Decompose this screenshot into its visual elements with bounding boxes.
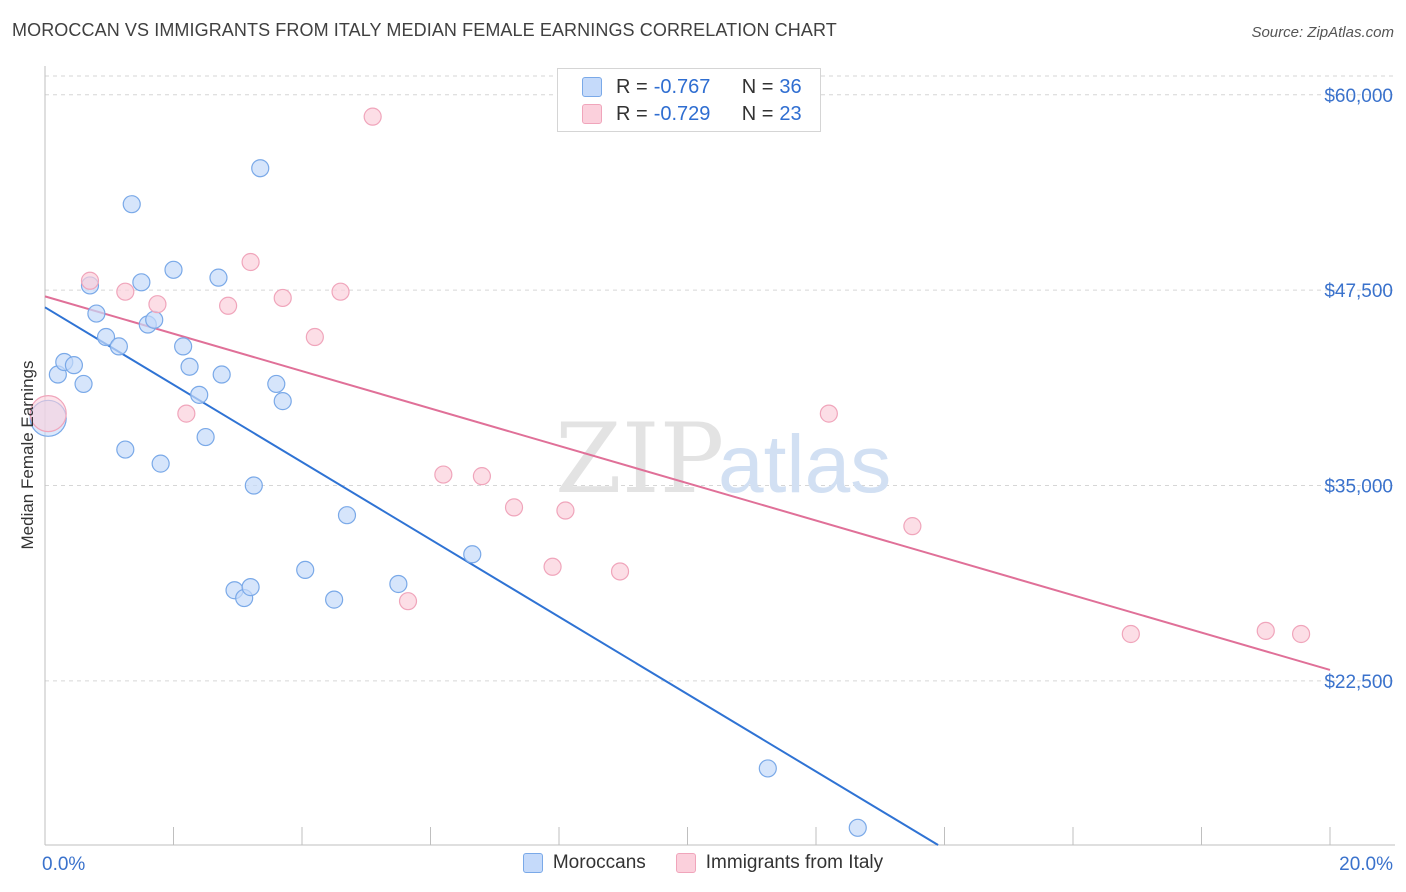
data-point-series0-13 (145, 310, 164, 329)
data-point-series0-7 (96, 327, 116, 347)
legend-swatch-moroccans (522, 853, 543, 873)
y-axis-label: Median Female Earnings (18, 360, 37, 550)
data-point-series0-15 (164, 260, 183, 279)
x-tick-label-min: 0.0% (42, 854, 85, 875)
y-tick-label-3: $60,000 (1324, 86, 1393, 107)
data-point-series0-16 (174, 337, 193, 356)
data-point-series0-32 (389, 574, 408, 594)
r-label: R = (616, 75, 648, 98)
data-point-series0-31 (337, 506, 357, 525)
data-point-series1-11 (398, 592, 418, 611)
r-value: -0.767 (653, 75, 711, 98)
data-point-series1-6 (241, 252, 260, 272)
data-point-series1-16 (556, 501, 575, 520)
trend-line-series1 (44, 295, 1331, 671)
watermark-atlas: atlas (718, 419, 891, 510)
data-point-series1-3 (148, 295, 167, 314)
data-point-series1-19 (903, 517, 922, 536)
data-point-series0-6 (87, 304, 106, 323)
trend-lines (44, 295, 1331, 846)
stats-row-italy: R = -0.729 N = 23 (558, 101, 802, 127)
stats-row-moroccans: R = -0.767 N = 36 (558, 74, 802, 100)
data-point-series1-5 (219, 296, 238, 315)
legend: Moroccans Immigrants from Italy (0, 852, 1406, 874)
data-point-series0-33 (463, 545, 482, 564)
data-point-series0-10 (122, 195, 141, 214)
watermark: ZIP atlas (555, 403, 891, 515)
data-point-series0-17 (180, 357, 199, 376)
stats-box: R = -0.767 N = 36 R = -0.729 N = 23 (557, 68, 821, 132)
legend-item-moroccans: Moroccans (522, 852, 646, 874)
data-point-series0-27 (267, 374, 286, 394)
legend-item-italy: Immigrants from Italy (675, 852, 884, 874)
data-point-series1-22 (1291, 624, 1311, 644)
moroccans-swatch (582, 77, 602, 97)
data-point-series1-17 (610, 562, 630, 581)
y-tick-label-2: $47,500 (1324, 281, 1393, 302)
data-point-series0-9 (116, 440, 135, 459)
data-point-series1-4 (177, 404, 196, 423)
data-point-series0-8 (109, 337, 128, 356)
data-point-series1-7 (273, 288, 292, 308)
legend-swatch-italy (675, 853, 696, 873)
data-point-series0-30 (325, 590, 344, 609)
data-point-series0-11 (132, 273, 151, 292)
r-value: -0.729 (653, 102, 711, 125)
data-point-series0-24 (241, 578, 260, 597)
r-label: R = (616, 102, 648, 125)
data-point-series0-20 (209, 268, 228, 287)
legend-label-moroccans: Moroccans (552, 852, 646, 873)
watermark-zip: ZIP (555, 403, 724, 515)
data-point-series1-8 (305, 327, 324, 347)
data-point-series0-25 (244, 476, 263, 495)
data-points (29, 107, 1311, 837)
n-label: N = (741, 75, 774, 98)
data-point-series0-28 (273, 392, 292, 411)
data-point-series1-10 (363, 107, 382, 126)
data-point-series1-1 (80, 271, 100, 290)
data-point-series1-18 (819, 404, 838, 423)
source-label: Source: ZipAtlas.com (1251, 24, 1394, 41)
y-tick-label-0: $22,500 (1324, 672, 1393, 693)
data-point-series0-3 (64, 356, 84, 375)
data-point-series1-2 (116, 282, 135, 301)
y-tick-label-1: $35,000 (1324, 477, 1393, 498)
data-point-series0-29 (296, 560, 315, 580)
x-tick-label-max: 20.0% (1339, 854, 1393, 875)
data-point-series0-18 (190, 385, 209, 404)
data-point-series1-14 (504, 498, 524, 517)
data-point-series1-21 (1256, 621, 1275, 640)
data-point-series0-34 (758, 759, 777, 778)
chart-title: MOROCCAN VS IMMIGRANTS FROM ITALY MEDIAN… (12, 20, 837, 40)
data-point-series0-26 (251, 159, 270, 178)
n-value: 23 (779, 102, 802, 125)
italy-swatch (582, 104, 602, 124)
data-point-series0-21 (212, 365, 231, 384)
data-point-series1-20 (1121, 624, 1140, 644)
data-point-series1-9 (331, 282, 350, 301)
data-point-series0-14 (151, 454, 170, 473)
n-value: 36 (779, 75, 802, 98)
trend-line-series0 (44, 306, 939, 846)
tick-labels: $22,500 $35,000 $47,500 $60,000 0.0% 20.0% (42, 86, 1393, 875)
axes (44, 66, 1395, 846)
data-point-series0-19 (196, 427, 215, 447)
data-point-series1-0 (29, 395, 67, 433)
data-point-series0-4 (74, 374, 93, 394)
data-point-series1-13 (472, 467, 491, 486)
n-label: N = (741, 102, 774, 125)
legend-label-italy: Immigrants from Italy (705, 852, 884, 873)
data-point-series0-35 (848, 818, 867, 837)
data-point-series1-12 (434, 465, 453, 484)
data-point-series1-15 (543, 557, 562, 576)
